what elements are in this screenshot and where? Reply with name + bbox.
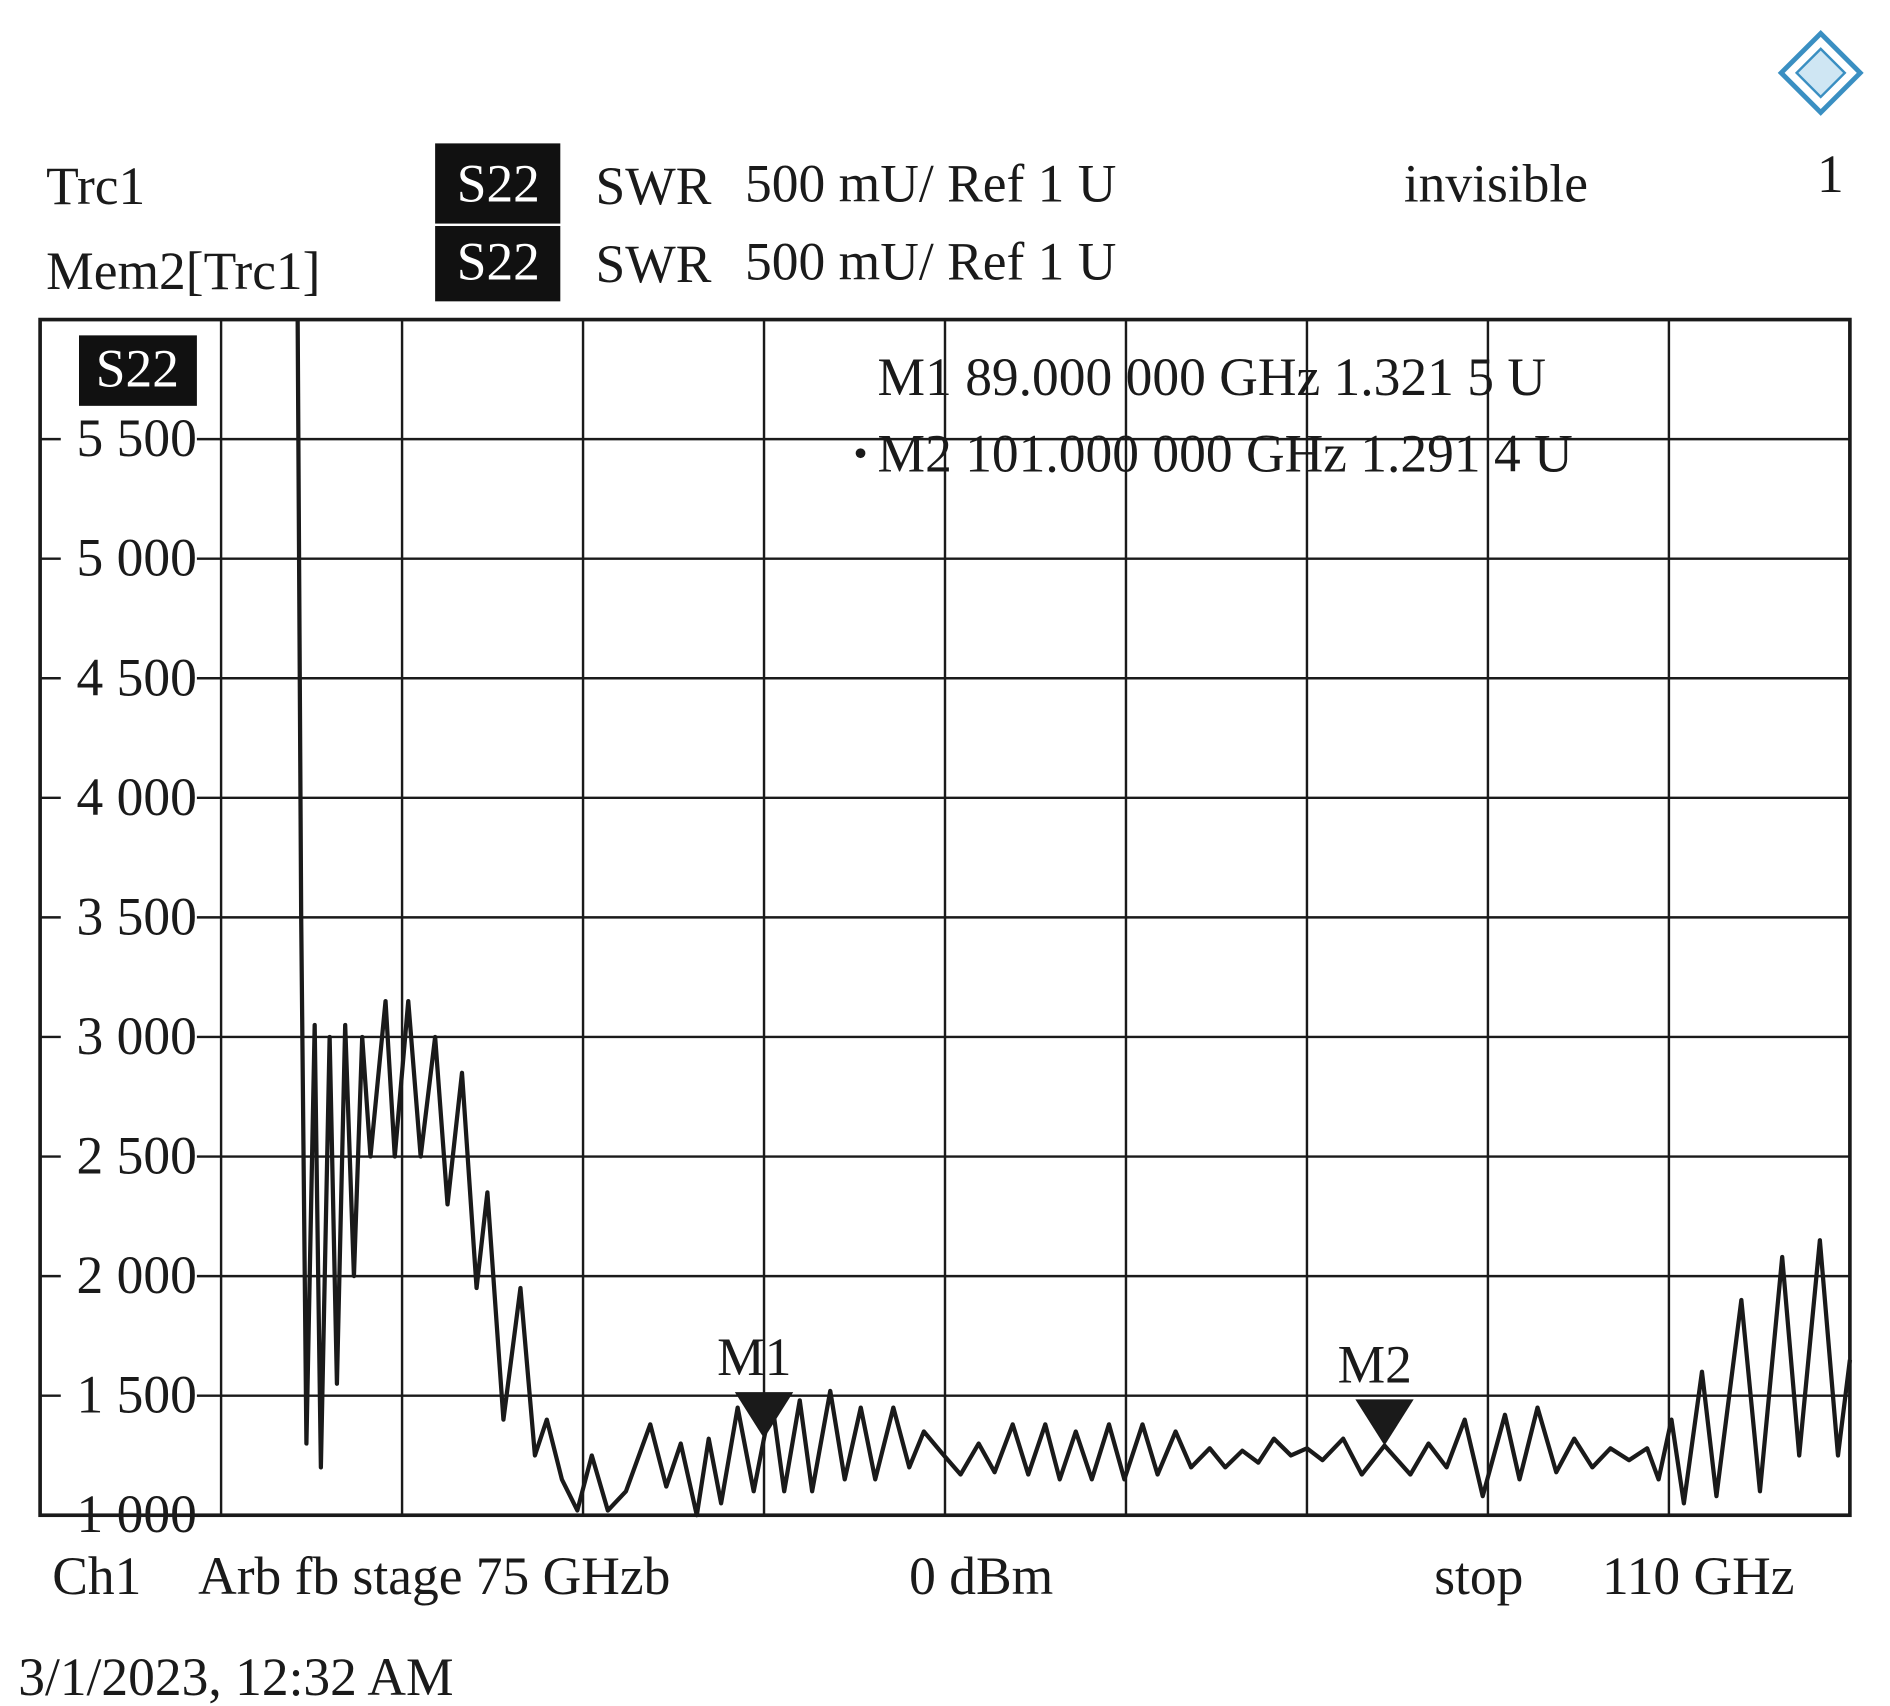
stop-frequency: 110 GHz <box>1602 1546 1795 1606</box>
y-tick-label: 4 500 <box>77 647 197 707</box>
marker-label: M1 <box>717 1327 791 1387</box>
start-label: Arb fb stage 75 GHzb <box>198 1546 670 1606</box>
active-marker-dot <box>855 448 866 459</box>
trace-state: invisible <box>1404 154 1588 214</box>
scale: 500 mU/ Ref 1 U <box>745 154 1116 214</box>
marker-readout: M2 101.000 000 GHz 1.291 4 U <box>878 423 1573 483</box>
stop-label: stop <box>1434 1546 1523 1606</box>
y-tick-label: 4 000 <box>77 767 197 827</box>
channel: Ch1 <box>52 1546 141 1606</box>
trace <box>295 319 1853 1518</box>
marker-symbol <box>734 1392 794 1439</box>
y-tick-label: 3 000 <box>77 1006 197 1066</box>
trace-name: Mem2[Trc1] <box>46 241 320 301</box>
param: S22 <box>457 154 540 214</box>
y-tick-label: 5 500 <box>77 408 197 468</box>
timestamp: 3/1/2023, 12:32 AM <box>18 1647 453 1706</box>
scale: 500 mU/ Ref 1 U <box>745 231 1116 291</box>
param-box <box>435 226 561 302</box>
marker-symbol <box>1355 1399 1414 1446</box>
y-tick-label: 5 000 <box>77 528 197 588</box>
param-box <box>435 143 561 224</box>
y-tick-label: 1 000 <box>77 1484 197 1544</box>
y-tick-label: 1 500 <box>77 1365 197 1425</box>
marker-readout: M1 89.000 000 GHz 1.321 5 U <box>878 347 1546 407</box>
format: SWR <box>596 234 712 294</box>
rs-logo <box>1777 29 1864 116</box>
format: SWR <box>596 156 712 216</box>
plot-label: S22 <box>96 338 179 398</box>
plot-label-box <box>79 335 197 406</box>
window-number: 1 <box>1817 144 1844 204</box>
power: 0 dBm <box>909 1546 1053 1606</box>
trace-name: Trc1 <box>46 156 145 216</box>
y-tick-label: 2 500 <box>77 1126 197 1186</box>
marker-label: M2 <box>1338 1334 1412 1394</box>
y-tick-label: 2 000 <box>77 1245 197 1305</box>
y-tick-label: 3 500 <box>77 886 197 946</box>
param: S22 <box>457 231 540 291</box>
